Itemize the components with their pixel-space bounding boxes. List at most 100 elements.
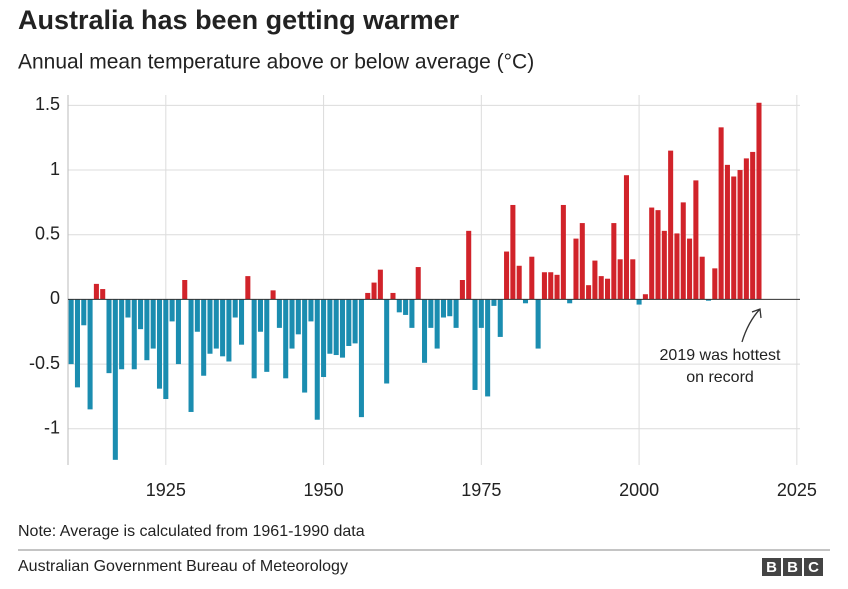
bar xyxy=(497,299,503,337)
bar xyxy=(289,299,295,349)
bar xyxy=(220,299,226,357)
bar xyxy=(693,180,699,300)
bar xyxy=(440,299,446,318)
annotation: on record xyxy=(686,369,754,386)
bar xyxy=(138,299,144,330)
bar xyxy=(302,299,308,393)
annotation: 2019 was hottest xyxy=(660,347,782,364)
bar xyxy=(333,299,339,356)
bar xyxy=(598,276,604,300)
bar xyxy=(314,299,320,420)
bar xyxy=(737,170,743,300)
bar xyxy=(529,256,535,300)
bar xyxy=(226,299,232,362)
bar xyxy=(743,158,749,300)
bar xyxy=(169,299,175,322)
bar xyxy=(567,299,573,304)
bar xyxy=(705,299,712,301)
bar xyxy=(434,299,440,349)
y-tick-label: 0.5 xyxy=(35,223,60,243)
bar xyxy=(295,299,301,335)
bar xyxy=(459,280,465,300)
bar xyxy=(548,272,554,300)
bar xyxy=(207,299,213,354)
bar xyxy=(270,290,276,300)
bar xyxy=(472,299,478,390)
bar xyxy=(276,299,282,328)
x-tick-label: 1925 xyxy=(146,480,186,500)
source: Australian Government Bureau of Meteorol… xyxy=(18,558,348,575)
bar xyxy=(358,299,364,418)
x-tick-label: 2000 xyxy=(619,480,659,500)
bar xyxy=(125,299,131,318)
chart-subtitle: Annual mean temperature above or below a… xyxy=(18,51,534,74)
bar xyxy=(491,299,497,306)
bar xyxy=(150,299,156,349)
logo-box xyxy=(804,558,823,576)
bar xyxy=(371,282,377,300)
bar xyxy=(636,299,642,305)
bar xyxy=(68,299,74,365)
bar xyxy=(522,299,529,304)
bar xyxy=(144,299,150,361)
note: Note: Average is calculated from 1961-19… xyxy=(18,523,365,540)
bar xyxy=(87,299,93,410)
bar xyxy=(257,299,263,332)
bar xyxy=(415,267,421,300)
bar xyxy=(213,299,219,349)
bar xyxy=(611,223,617,300)
bar xyxy=(239,299,245,345)
bar xyxy=(623,175,629,300)
bar xyxy=(346,299,352,346)
bar xyxy=(453,299,459,328)
bar xyxy=(232,299,238,318)
bar xyxy=(201,299,207,376)
annotation-arrow xyxy=(741,308,762,343)
x-tick-label: 2025 xyxy=(777,480,817,500)
chart-title: Australia has been getting warmer xyxy=(18,5,460,35)
bar xyxy=(422,299,428,363)
y-tick-label: 1 xyxy=(50,159,60,179)
bar xyxy=(579,223,585,300)
bar xyxy=(485,299,491,397)
bar xyxy=(377,269,383,300)
bar xyxy=(409,299,415,328)
bar xyxy=(617,259,623,300)
bar xyxy=(712,268,718,300)
bar xyxy=(352,299,358,344)
bar xyxy=(188,299,194,412)
bar xyxy=(642,294,648,300)
x-tick-label: 1950 xyxy=(304,480,344,500)
bar xyxy=(175,299,181,365)
bar xyxy=(112,299,118,460)
y-tick-label: 0 xyxy=(50,288,60,308)
bar xyxy=(327,299,333,354)
bar xyxy=(724,164,730,300)
bar xyxy=(661,230,667,300)
logo-letter: C xyxy=(808,559,819,576)
bar xyxy=(74,299,80,388)
bar xyxy=(750,151,756,300)
y-tick-label: 1.5 xyxy=(35,94,60,114)
bar xyxy=(586,285,592,300)
bar xyxy=(245,276,251,300)
bar xyxy=(687,238,693,300)
bar xyxy=(466,230,472,300)
bar xyxy=(680,202,686,300)
bar xyxy=(81,299,87,326)
bar xyxy=(510,204,516,300)
bar xyxy=(365,292,371,300)
bar xyxy=(535,299,541,349)
y-tick-label: -1 xyxy=(44,418,60,438)
bar xyxy=(731,176,737,300)
bar xyxy=(516,265,522,300)
bar xyxy=(182,280,188,300)
bar xyxy=(403,299,409,315)
bar xyxy=(649,207,655,300)
bar xyxy=(573,238,579,300)
bar xyxy=(131,299,137,370)
logo-letter: B xyxy=(787,559,798,576)
bar xyxy=(283,299,289,379)
bar xyxy=(630,259,636,300)
